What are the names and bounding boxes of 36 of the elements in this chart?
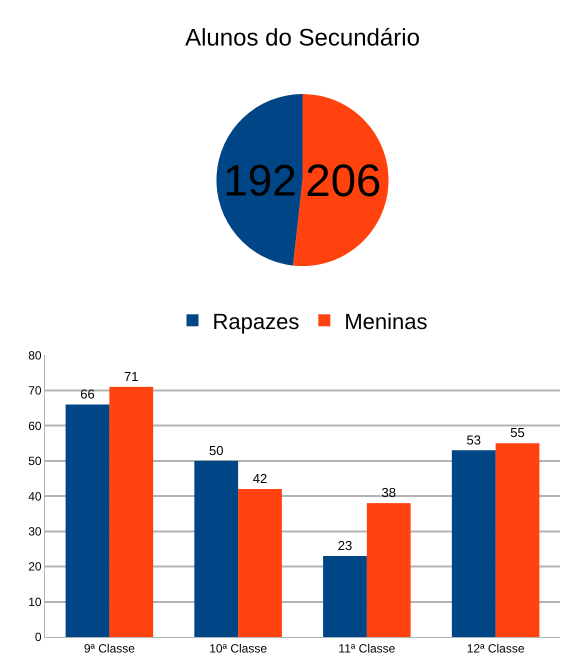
data-label: 71	[124, 368, 138, 384]
y-tick-label: 60	[28, 418, 42, 433]
x-tick-label: 11ª Classe	[338, 641, 396, 656]
y-tick-label: 10	[28, 594, 42, 609]
x-tick-label: 12ª Classe	[466, 641, 525, 656]
bar	[452, 450, 496, 637]
y-tick-label: 30	[28, 524, 42, 538]
bar	[109, 386, 154, 637]
y-tick-label: 20	[28, 560, 42, 574]
data-label: 206	[305, 154, 382, 206]
data-label: 55	[510, 425, 525, 440]
data-label: 50	[209, 442, 224, 458]
y-tick-label: 50	[28, 454, 42, 468]
pie-slice	[216, 94, 302, 266]
bar	[496, 443, 540, 637]
x-tick-label: 10ª Classe	[209, 641, 268, 656]
bar	[66, 404, 110, 637]
x-tick-label: 9ª Classe	[84, 641, 136, 656]
data-label: 53	[466, 432, 481, 448]
bar	[366, 503, 411, 637]
data-label: 23	[338, 538, 352, 553]
pie-slice	[293, 94, 388, 266]
data-label: 42	[252, 471, 268, 486]
bar	[323, 556, 367, 637]
chart-title: Alunos do Secundário	[185, 24, 420, 52]
legend-label: Meninas	[344, 308, 428, 334]
data-label: 38	[382, 485, 396, 500]
data-label: 192	[223, 156, 297, 206]
y-tick-label: 80	[28, 348, 42, 362]
y-tick-label: 0	[34, 630, 42, 644]
y-tick-label: 40	[28, 489, 42, 504]
legend-label: Rapazes	[212, 308, 300, 334]
bar	[194, 460, 238, 637]
bar	[238, 489, 282, 637]
y-tick-label: 70	[28, 384, 42, 398]
data-label: 66	[80, 386, 95, 402]
